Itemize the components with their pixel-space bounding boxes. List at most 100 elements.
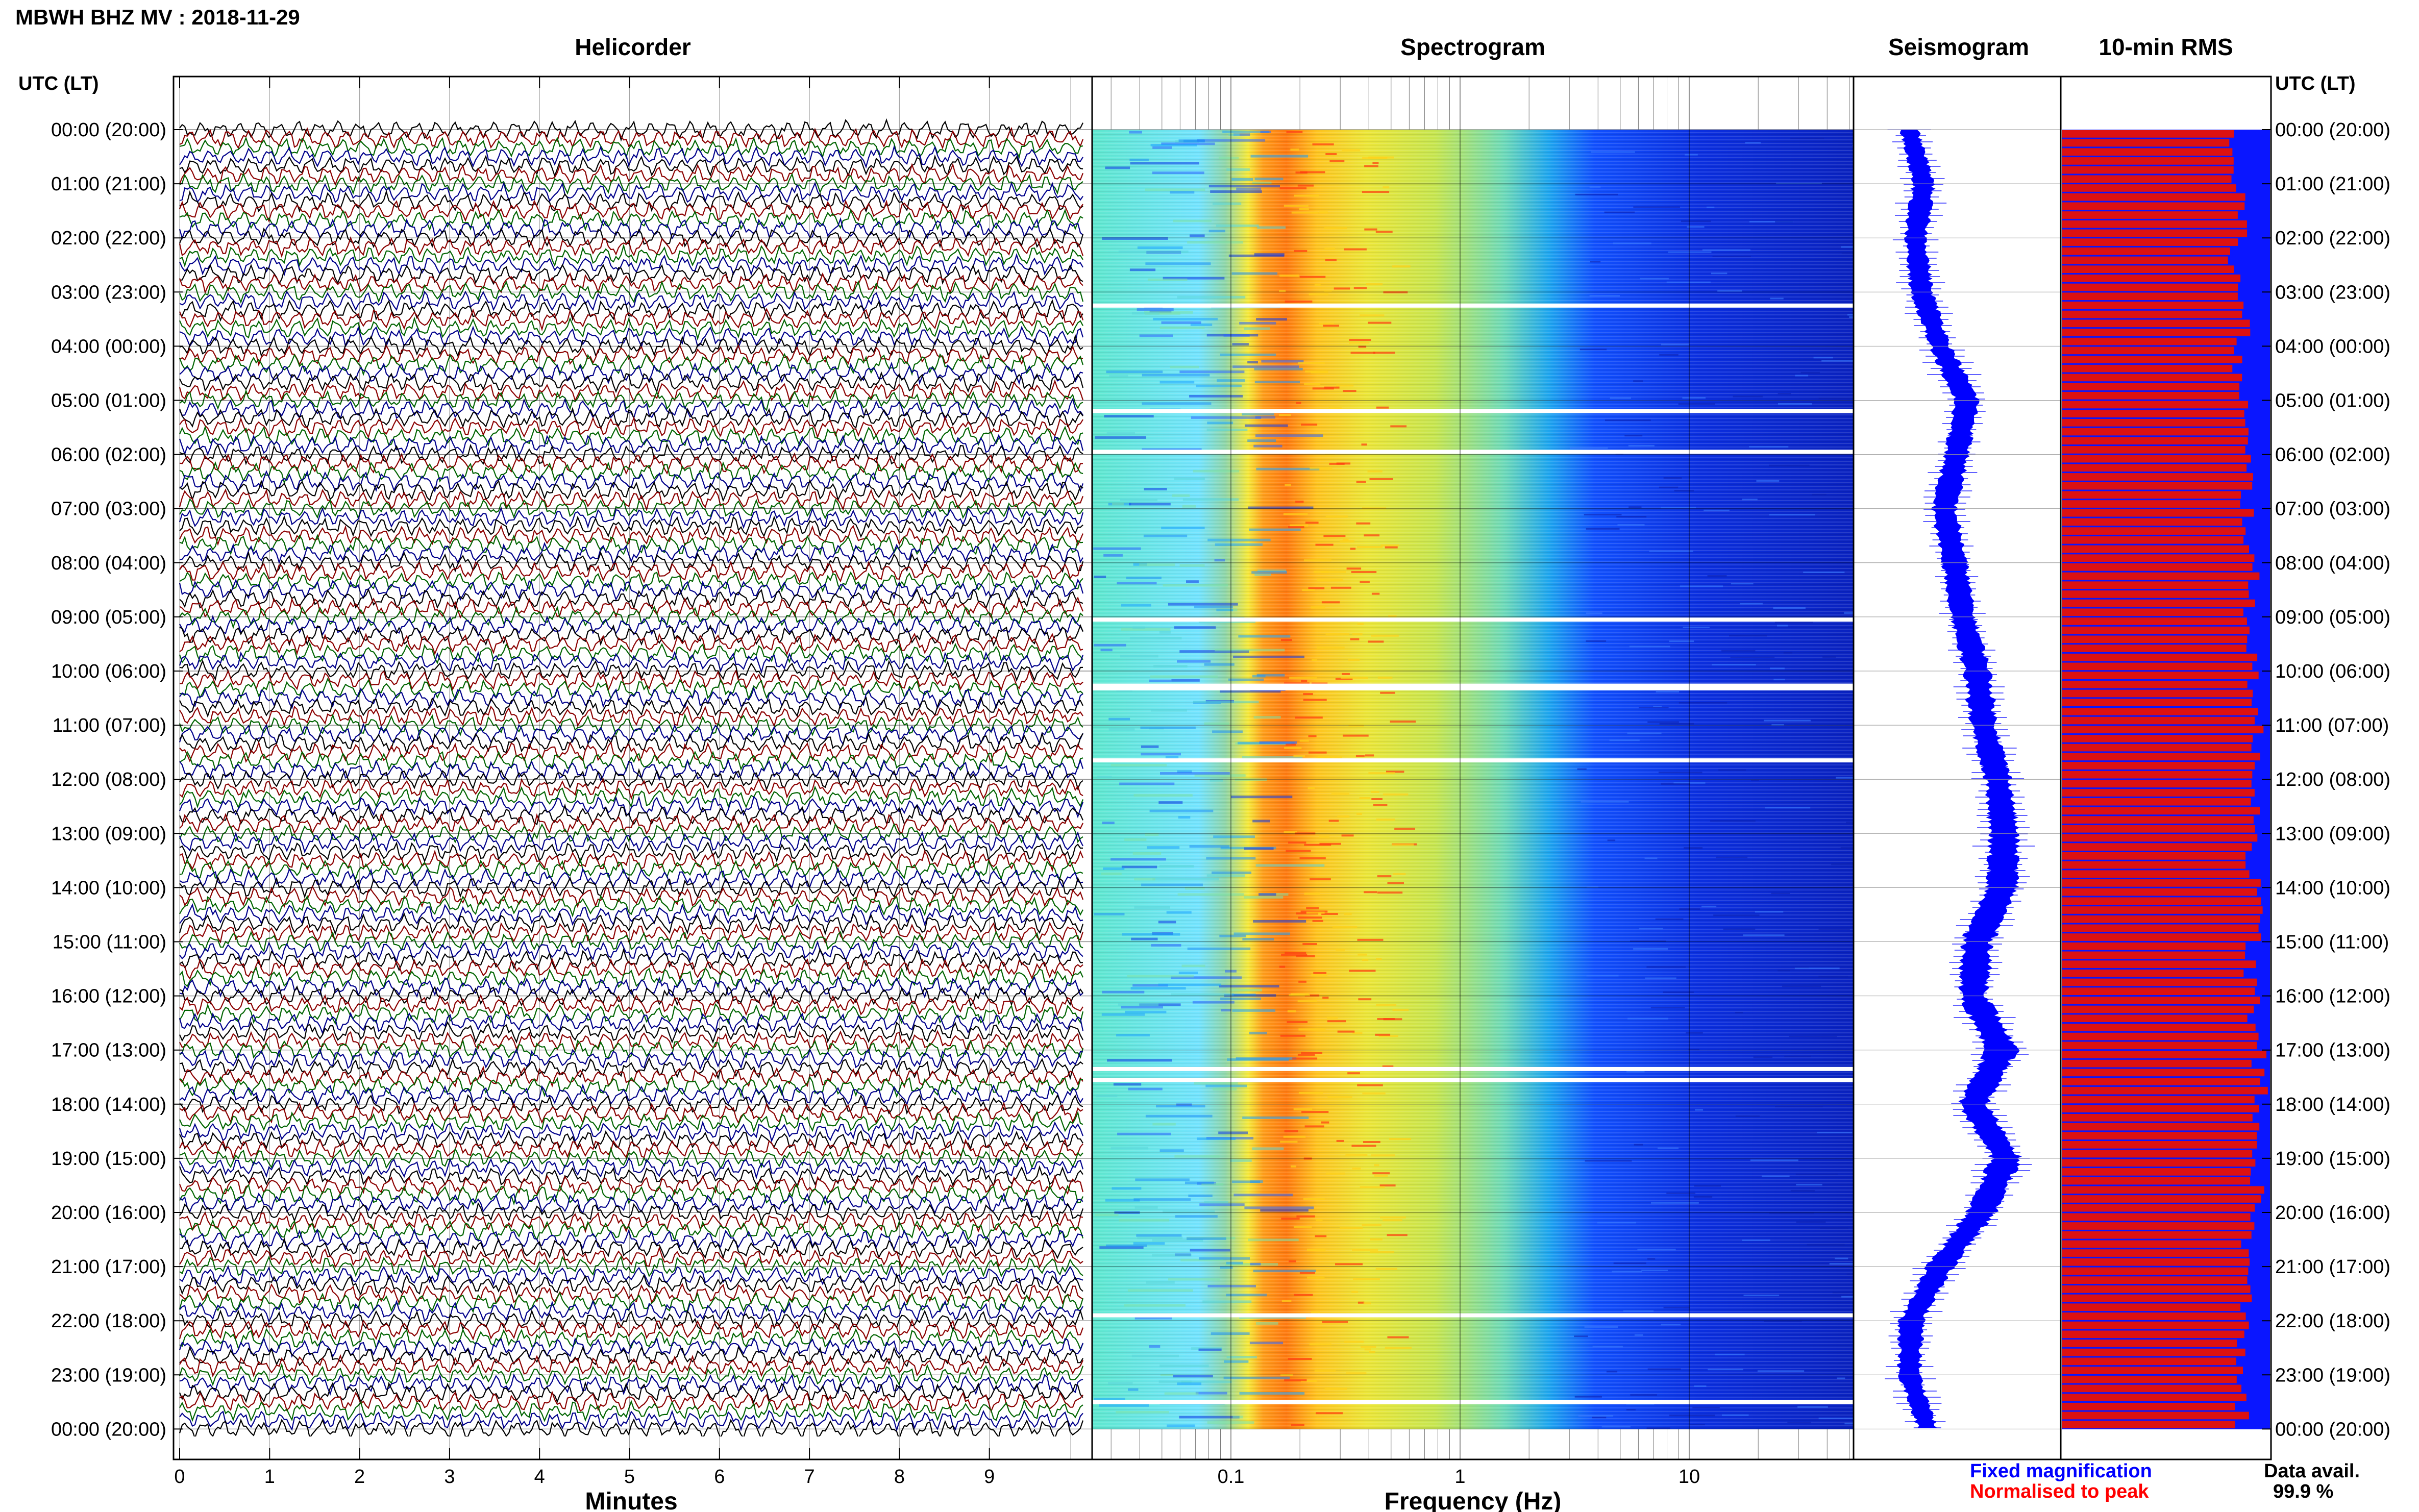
helicorder-tick-label: 8 — [894, 1466, 905, 1488]
spectrogram-cell — [1818, 928, 1850, 930]
spectrogram-cell — [1364, 1348, 1371, 1351]
spectrogram-cell — [1361, 443, 1367, 446]
spectrogram-cell — [1586, 528, 1620, 530]
spectrogram-cell — [1749, 446, 1789, 448]
time-label: 02:00 (22:00) — [51, 228, 166, 249]
spectrogram-cell — [1100, 649, 1113, 652]
spectrogram-gaps — [1092, 303, 1854, 1404]
spectrogram-cell — [1605, 419, 1651, 422]
spectrogram-cell — [1325, 153, 1337, 155]
rms-bar — [2062, 346, 2234, 355]
helicorder-trace — [179, 1292, 1084, 1313]
spectrogram-cell — [1233, 133, 1250, 136]
spectrogram-cell — [1181, 1380, 1232, 1383]
spectrogram-cell — [1213, 1087, 1237, 1090]
spectrogram-cell — [1185, 1181, 1214, 1184]
helicorder-trace — [179, 361, 1083, 385]
spectrogram-cell — [1394, 828, 1415, 830]
time-label: 03:00 (23:00) — [51, 282, 166, 303]
spectrogram-cell — [1723, 928, 1756, 930]
spectrogram-cell — [1716, 856, 1748, 858]
helicorder-trace — [179, 686, 1083, 710]
spectrogram-cell — [1208, 185, 1280, 188]
spectrogram-cell — [1712, 256, 1751, 257]
spectrogram-cell — [1357, 938, 1384, 941]
time-label: 11:00 (07:00) — [2275, 715, 2389, 736]
spectrogram-cell — [1279, 965, 1286, 968]
spectrogram-cell — [1177, 295, 1246, 299]
spectrogram-cell — [1230, 796, 1293, 799]
spectrogram-cell — [1295, 716, 1323, 719]
time-label: 01:00 (21:00) — [51, 173, 166, 195]
spectrogram-cell — [1140, 726, 1196, 729]
spectrogram-cell — [1721, 650, 1756, 652]
spectrogram-cell — [1663, 477, 1682, 479]
spectrogram-cell — [1376, 1004, 1397, 1006]
helicorder-trace — [179, 560, 1083, 584]
spectrogram-cell — [1757, 1370, 1805, 1372]
rms-bar — [2062, 1394, 2247, 1401]
spectrogram-cell — [1789, 1035, 1837, 1037]
spectrogram-cell — [1765, 807, 1811, 809]
spectrogram-cell — [1099, 1246, 1144, 1249]
spectrogram-cell — [1692, 1406, 1720, 1408]
spectrogram-cell — [1106, 1244, 1147, 1247]
helicorder-trace — [179, 1003, 1084, 1025]
spectrogram-cell — [1108, 1382, 1133, 1385]
spectrogram-cell — [1281, 953, 1307, 956]
spectrogram-cell — [1764, 720, 1811, 722]
spectrogram-cell — [1254, 367, 1303, 370]
helicorder-trace — [179, 930, 1083, 953]
helicorder-trace — [179, 1372, 1083, 1396]
helicorder-trace — [179, 434, 1084, 457]
rms-bar — [2062, 283, 2238, 291]
spectrogram-cell — [1182, 498, 1239, 501]
spectrogram-cell — [1334, 287, 1350, 290]
spectrogram-cell — [1818, 976, 1848, 978]
spectrogram-cell — [1686, 1032, 1703, 1034]
spectrogram-cell — [1612, 1271, 1642, 1273]
spectrogram-cell — [1795, 966, 1809, 969]
spectrogram-cell — [1124, 838, 1147, 841]
spectrogram-cell — [1142, 448, 1202, 451]
spectrogram-cell — [1153, 665, 1188, 667]
rms-bar — [2062, 951, 2245, 959]
spectrogram-cell — [1650, 1007, 1685, 1009]
spectrogram-cell — [1220, 690, 1281, 693]
spectrogram-cell — [1181, 964, 1205, 968]
spectrogram-cell — [1655, 918, 1684, 920]
spectrogram-cell — [1093, 547, 1141, 550]
rms-fixed-background — [2062, 130, 2270, 1429]
spectrogram-cell — [1604, 211, 1635, 213]
spectrogram-cell — [1316, 1219, 1323, 1221]
spectrogram-cell — [1324, 1387, 1347, 1390]
spectrogram-cell — [1279, 187, 1307, 190]
spectrogram-cell — [1256, 674, 1285, 677]
spectrogram-cell — [1321, 601, 1340, 604]
spectrogram-tick-label: 1 — [1454, 1466, 1465, 1488]
spectrogram-cell — [1711, 272, 1727, 275]
spectrogram-cell — [1161, 527, 1205, 530]
spectrogram-cell — [1309, 751, 1327, 754]
rms-bar — [2062, 1042, 2257, 1050]
spectrogram-cell — [1242, 1116, 1309, 1119]
spectrogram-cell — [1659, 486, 1679, 488]
time-label: 21:00 (17:00) — [51, 1256, 166, 1278]
helicorder-trace — [179, 163, 1084, 187]
spectrogram-cell — [1232, 994, 1256, 997]
spectrogram-cell — [1129, 637, 1182, 640]
spectrogram-cell — [1253, 444, 1282, 448]
rms-bar — [2062, 1384, 2241, 1393]
spectrogram-cell — [1713, 914, 1760, 916]
helicorder-trace — [179, 857, 1083, 881]
helicorder-trace — [179, 470, 1084, 493]
spectrogram-cell — [1349, 970, 1376, 972]
helicorder-x-axis: 0 1 2 3 4 5 6 7 8 9 — [174, 1466, 995, 1488]
rms-bar — [2062, 708, 2258, 715]
helicorder-trace — [179, 253, 1083, 277]
spectrogram-cell — [1841, 252, 1857, 254]
spectrogram-cell — [1132, 626, 1145, 629]
spectrogram-cell — [1630, 940, 1666, 942]
spectrogram-cell — [1259, 741, 1297, 744]
time-label: 00:00 (20:00) — [51, 1419, 166, 1440]
